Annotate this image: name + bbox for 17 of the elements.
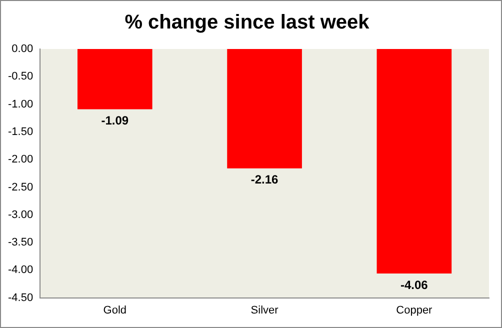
data-label: -4.06 <box>400 278 428 292</box>
y-tick-label: -2.00 <box>8 154 34 166</box>
y-tick-label: -3.00 <box>8 208 34 221</box>
y-tick-label: -2.50 <box>8 181 34 194</box>
y-tick-label: 0.00 <box>12 43 34 56</box>
y-tick-label: -4.50 <box>8 292 34 304</box>
y-tick-label: -0.50 <box>8 70 34 83</box>
y-tick-label: -3.50 <box>8 236 34 249</box>
x-tick-label: Silver <box>250 304 279 316</box>
y-tick-label: -4.00 <box>8 264 34 276</box>
y-tick-label: -1.50 <box>8 126 34 138</box>
x-tick-label: Gold <box>103 304 127 316</box>
y-tick-label: -1.00 <box>8 98 34 110</box>
data-label: -1.09 <box>101 114 129 128</box>
x-tick-label: Copper <box>396 304 433 316</box>
data-label: -2.16 <box>250 172 279 187</box>
chart-title: % change since last week <box>124 12 370 34</box>
